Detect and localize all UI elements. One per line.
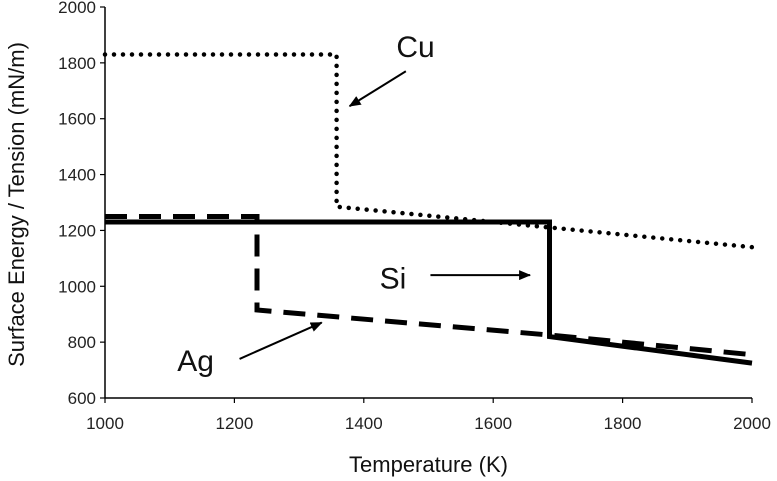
y-tick-label: 1400: [58, 166, 96, 185]
x-tick-label: 1600: [474, 414, 512, 433]
y-tick-label: 1000: [58, 277, 96, 296]
series-line-cu: [102, 52, 755, 250]
series-line-si: [105, 219, 753, 366]
annotation-arrow-cu: [348, 70, 407, 107]
y-axis-title: Surface Energy / Tension (mN/m): [4, 42, 29, 367]
annotation-layer: Cu Si Ag: [177, 31, 532, 378]
x-tick-label: 1800: [604, 414, 642, 433]
y-tick-label: 1800: [58, 54, 96, 73]
series-layer: [102, 52, 755, 366]
annotation-arrow-ag: [239, 321, 323, 360]
y-tick-label: 1600: [58, 110, 96, 129]
annotation-label-si: Si: [380, 263, 407, 296]
y-tick-label: 1200: [58, 221, 96, 240]
axes-layer: 600 800 1000 1200 1400 1600 1800 2000 1000 1200 14…: [58, 0, 771, 433]
y-tick-label: 600: [68, 389, 96, 408]
x-tick-label: 1200: [215, 414, 253, 433]
annotation-label-cu: Cu: [396, 31, 434, 64]
y-tick-label: 2000: [58, 0, 96, 17]
x-axis-title: Temperature (K): [349, 452, 508, 477]
x-tick-label: 1000: [86, 414, 124, 433]
x-tick-label: 1400: [345, 414, 383, 433]
y-tick-label: 800: [68, 333, 96, 352]
x-tick-label: 2000: [733, 414, 771, 433]
annotation-label-ag: Ag: [177, 345, 214, 378]
series-line-ag: [105, 214, 753, 358]
